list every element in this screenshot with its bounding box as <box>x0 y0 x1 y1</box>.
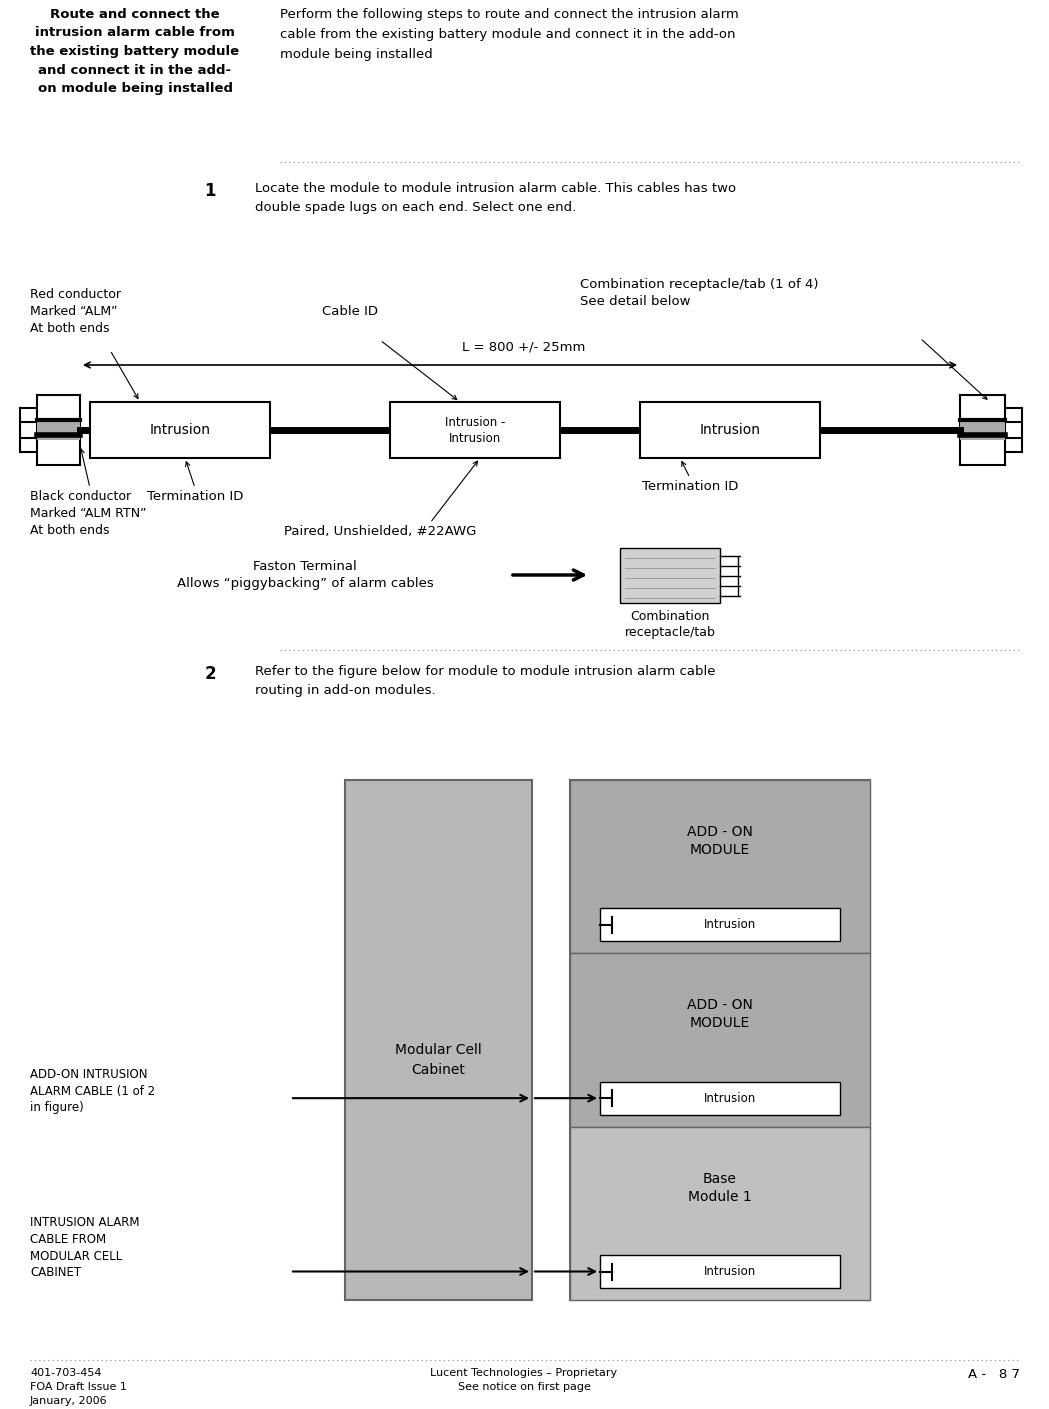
Text: 401-703-454
FOA Draft Issue 1
January, 2006: 401-703-454 FOA Draft Issue 1 January, 2… <box>30 1368 127 1406</box>
Text: Combination receptacle/tab (1 of 4)
See detail below: Combination receptacle/tab (1 of 4) See … <box>580 278 818 309</box>
Text: ADD-ON INTRUSION
ALARM CABLE (1 of 2
in figure): ADD-ON INTRUSION ALARM CABLE (1 of 2 in … <box>30 1068 155 1115</box>
FancyBboxPatch shape <box>640 402 820 458</box>
Text: Route and connect the
intrusion alarm cable from
the existing battery module
and: Route and connect the intrusion alarm ca… <box>30 8 239 94</box>
FancyBboxPatch shape <box>600 909 840 941</box>
FancyBboxPatch shape <box>390 402 560 458</box>
Text: Refer to the figure below for module to module intrusion alarm cable
routing in : Refer to the figure below for module to … <box>255 665 715 697</box>
Text: Termination ID: Termination ID <box>642 480 738 493</box>
Text: 2: 2 <box>205 665 216 683</box>
Text: Base
Module 1: Base Module 1 <box>688 1172 752 1203</box>
FancyBboxPatch shape <box>90 402 270 458</box>
Text: Termination ID: Termination ID <box>147 490 243 503</box>
Text: Perform the following steps to route and connect the intrusion alarm
cable from : Perform the following steps to route and… <box>280 8 738 61</box>
Text: Red conductor
Marked “ALM”
At both ends: Red conductor Marked “ALM” At both ends <box>30 287 121 335</box>
FancyBboxPatch shape <box>570 1127 870 1301</box>
FancyBboxPatch shape <box>570 954 870 1127</box>
Text: Modular Cell
Cabinet: Modular Cell Cabinet <box>395 1043 481 1076</box>
FancyBboxPatch shape <box>600 1255 840 1288</box>
Text: Combination
receptacle/tab: Combination receptacle/tab <box>624 610 715 640</box>
FancyBboxPatch shape <box>570 781 870 954</box>
Text: Intrusion: Intrusion <box>704 1265 756 1278</box>
Text: Intrusion: Intrusion <box>700 423 761 437</box>
Text: Intrusion: Intrusion <box>704 919 756 931</box>
FancyBboxPatch shape <box>620 548 720 603</box>
FancyBboxPatch shape <box>37 420 80 440</box>
Text: ADD - ON
MODULE: ADD - ON MODULE <box>687 999 753 1030</box>
Text: Intrusion -
Intrusion: Intrusion - Intrusion <box>445 416 506 444</box>
Text: L = 800 +/- 25mm: L = 800 +/- 25mm <box>463 340 585 354</box>
Text: INTRUSION ALARM
CABLE FROM
MODULAR CELL
CABINET: INTRUSION ALARM CABLE FROM MODULAR CELL … <box>30 1216 140 1279</box>
Text: Lucent Technologies – Proprietary
See notice on first page: Lucent Technologies – Proprietary See no… <box>430 1368 618 1392</box>
FancyBboxPatch shape <box>570 781 870 1301</box>
Text: Black conductor
Marked “ALM RTN”
At both ends: Black conductor Marked “ALM RTN” At both… <box>30 490 147 537</box>
FancyBboxPatch shape <box>345 781 532 1301</box>
Text: A -   8 7: A - 8 7 <box>968 1368 1020 1381</box>
Text: Faston Terminal
Allows “piggybacking” of alarm cables: Faston Terminal Allows “piggybacking” of… <box>176 559 433 590</box>
Text: Intrusion: Intrusion <box>704 1092 756 1105</box>
Text: ADD - ON
MODULE: ADD - ON MODULE <box>687 826 753 857</box>
Text: Paired, Unshielded, #22AWG: Paired, Unshielded, #22AWG <box>284 526 476 538</box>
Text: 1: 1 <box>205 182 216 200</box>
Text: Cable ID: Cable ID <box>322 304 378 318</box>
Text: Intrusion: Intrusion <box>150 423 211 437</box>
FancyBboxPatch shape <box>600 1082 840 1115</box>
FancyBboxPatch shape <box>960 420 1005 440</box>
Text: Locate the module to module intrusion alarm cable. This cables has two
double sp: Locate the module to module intrusion al… <box>255 182 736 214</box>
